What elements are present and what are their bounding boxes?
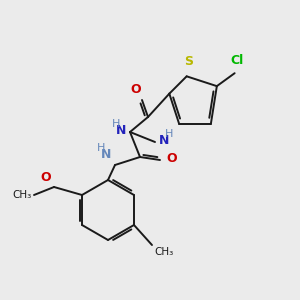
Text: H: H (97, 143, 105, 153)
Text: H: H (112, 119, 120, 129)
Text: H: H (165, 129, 173, 139)
Text: CH₃: CH₃ (13, 190, 32, 200)
Text: CH₃: CH₃ (154, 247, 173, 257)
Text: Cl: Cl (230, 54, 243, 67)
Text: N: N (159, 134, 169, 146)
Text: O: O (131, 83, 141, 96)
Text: N: N (116, 124, 126, 136)
Text: O: O (40, 171, 51, 184)
Text: N: N (100, 148, 111, 161)
Text: O: O (166, 152, 177, 164)
Text: S: S (184, 55, 193, 68)
